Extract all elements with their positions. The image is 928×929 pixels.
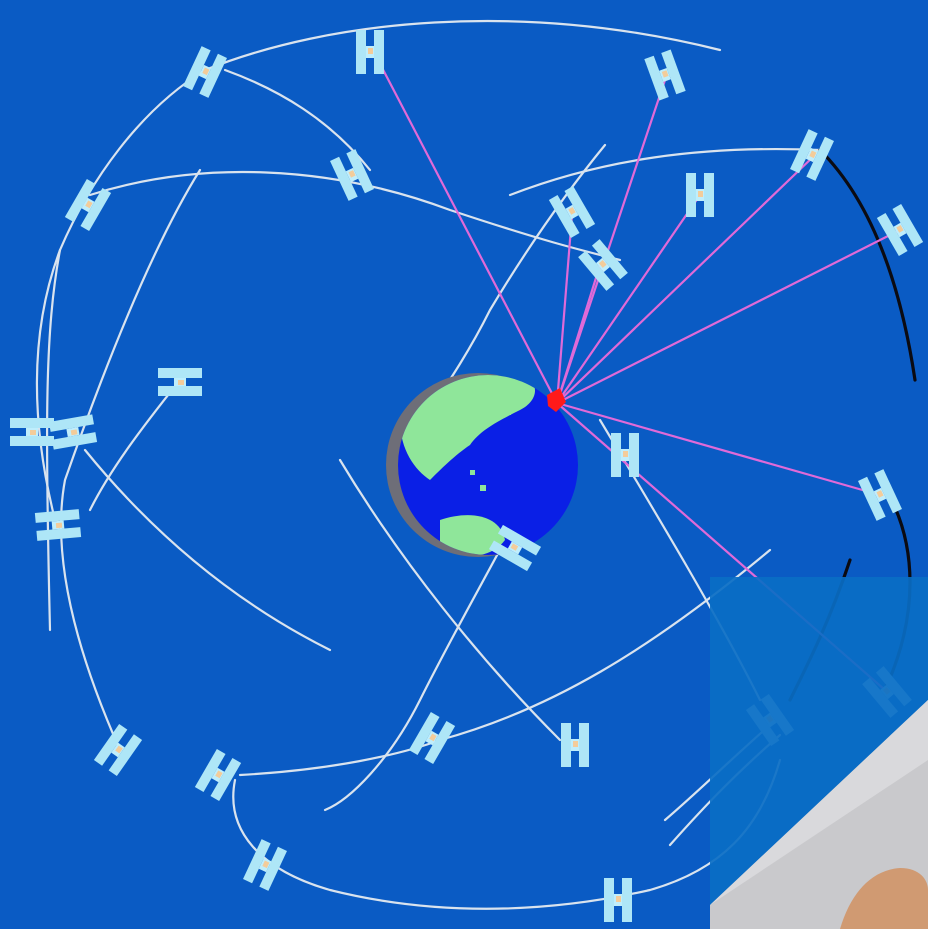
receiver-marker <box>547 388 566 412</box>
earth-globe <box>386 373 578 557</box>
finger-tip <box>840 868 928 929</box>
signal-lines <box>377 59 901 691</box>
corner-overlay <box>710 577 928 929</box>
